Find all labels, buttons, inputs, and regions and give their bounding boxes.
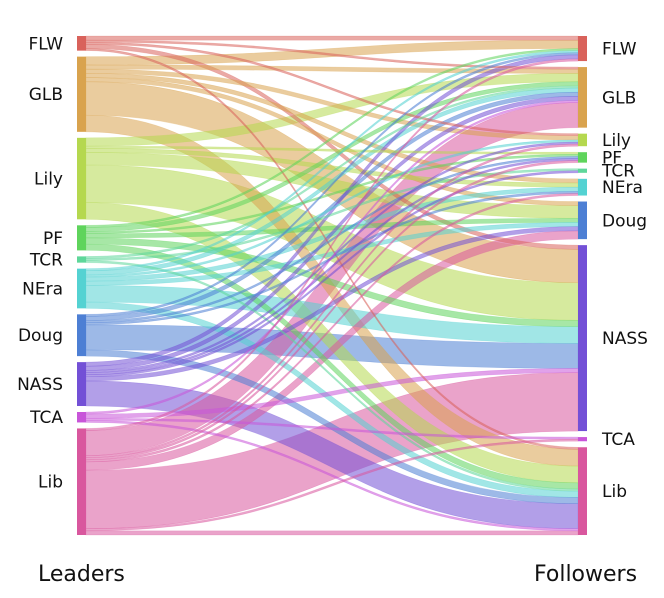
follower-label-nera: NEra (602, 178, 643, 198)
followers-caption: Followers (534, 562, 637, 587)
follower-node-nera (578, 178, 587, 196)
follower-label-glb: GLB (602, 88, 636, 108)
flow-lib-to-lib (85, 530, 579, 536)
leader-node-nera (77, 268, 86, 309)
leaders-caption: Leaders (38, 562, 125, 587)
leader-label-lib: Lib (38, 473, 63, 493)
follower-node-tcr (578, 168, 587, 173)
links-layer (85, 35, 579, 536)
leader-label-nass: NASS (17, 375, 63, 395)
follower-label-tcr: TCR (601, 162, 635, 182)
leader-label-tca: TCA (29, 408, 63, 428)
follower-label-lily: Lily (602, 131, 631, 151)
follower-label-lib: Lib (602, 482, 627, 502)
follower-node-glb (578, 67, 587, 128)
leader-node-glb (77, 56, 86, 132)
leader-label-glb: GLB (29, 85, 63, 105)
leader-node-lily (77, 137, 86, 220)
follower-label-flw: FLW (602, 40, 637, 60)
leader-node-tca (77, 412, 86, 423)
leader-node-lib (77, 428, 86, 535)
nodes-layer (77, 36, 587, 535)
labels-layer: FLWGLBLilyPFTCRNEraDougNASSTCALibFLWGLBL… (17, 34, 648, 502)
flow-nass-to-tcr (85, 170, 579, 378)
flow-lib-to-pf (85, 160, 579, 461)
follower-node-doug (578, 201, 587, 240)
leader-label-pf: PF (43, 229, 63, 249)
leader-label-nera: NEra (22, 280, 63, 300)
leader-label-flw: FLW (29, 34, 64, 54)
follower-label-pf: PF (602, 148, 622, 168)
leader-label-doug: Doug (18, 326, 63, 346)
follower-node-flw (578, 36, 587, 62)
follower-node-pf (578, 152, 587, 163)
flow-lib-to-nera (85, 193, 579, 463)
flow-lib-to-tca (85, 438, 579, 532)
leader-label-tcr: TCR (29, 251, 63, 271)
leader-node-nass (77, 362, 86, 407)
leader-node-flw (77, 36, 86, 51)
leader-node-pf (77, 225, 86, 251)
leader-node-doug (77, 314, 86, 357)
flow-flw-to-flw (85, 35, 579, 41)
follower-label-nass: NASS (602, 329, 648, 349)
leader-node-tcr (77, 256, 86, 263)
follower-node-tca (578, 437, 587, 442)
follower-node-lily (578, 133, 587, 147)
follower-label-tca: TCA (601, 430, 635, 450)
follower-node-lib (578, 447, 587, 535)
follower-label-doug: Doug (602, 211, 647, 231)
follower-node-nass (578, 245, 587, 432)
leader-label-lily: Lily (34, 170, 63, 190)
